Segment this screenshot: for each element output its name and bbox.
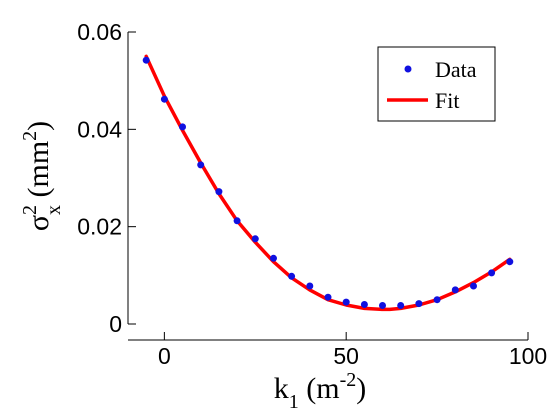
y-tick-label: 0.06 [77, 19, 122, 45]
x-tick-label: 100 [509, 343, 547, 369]
x-axis-label: k1 (m-2) [274, 369, 367, 413]
y-axis-label-base: σ [22, 215, 55, 231]
data-point [506, 258, 514, 266]
x-axis-label-sub: 1 [289, 391, 299, 413]
legend: Data Fit [377, 46, 496, 122]
x-axis-label-units-sup: -2 [340, 369, 357, 391]
plot-area [142, 54, 514, 312]
data-point [342, 298, 350, 306]
data-point [360, 301, 368, 308]
data-point [270, 254, 277, 262]
data-point [142, 56, 150, 64]
data-point [488, 269, 496, 277]
y-axis-label-units-sup: 2 [19, 131, 41, 141]
y-tick-label: 0.02 [77, 214, 122, 240]
axes [127, 32, 528, 341]
legend-fit-label: Fit [435, 88, 459, 113]
data-point [324, 293, 332, 301]
data-point [288, 272, 296, 280]
data-point [215, 188, 223, 196]
fit-line [144, 54, 512, 312]
data-point [306, 282, 314, 290]
y-tick-label: 0.04 [77, 116, 122, 142]
y-axis-label-sub: x [43, 205, 65, 215]
legend-data-marker [404, 65, 412, 73]
legend-box [377, 46, 496, 122]
data-point [160, 95, 168, 103]
x-axis-label-base: k [274, 372, 289, 405]
ticks: 0 0.02 0.04 0.06 0 50 100 [77, 19, 547, 369]
data-point [179, 123, 186, 131]
x-axis-label-units-close: ) [356, 372, 366, 405]
y-axis-label-units-open: (mm [22, 141, 55, 205]
data-point [379, 302, 386, 309]
x-tick-label: 50 [333, 343, 359, 369]
y-axis-label-units-close: ) [22, 121, 55, 131]
x-tick-label: 0 [158, 343, 171, 369]
data-point [433, 296, 441, 304]
data-point [197, 161, 205, 169]
legend-data-label: Data [435, 57, 477, 82]
data-point [470, 282, 477, 290]
data-point [451, 286, 459, 294]
y-tick-label: 0 [109, 311, 122, 337]
data-point [415, 300, 423, 308]
data-point [397, 302, 405, 309]
data-point [233, 217, 241, 225]
data-point [251, 235, 259, 243]
y-axis-label-sup: 2 [19, 205, 41, 215]
y-axis-label: σ2 x (mm2) [19, 121, 65, 231]
x-axis-label-units-open: (m [299, 372, 340, 405]
